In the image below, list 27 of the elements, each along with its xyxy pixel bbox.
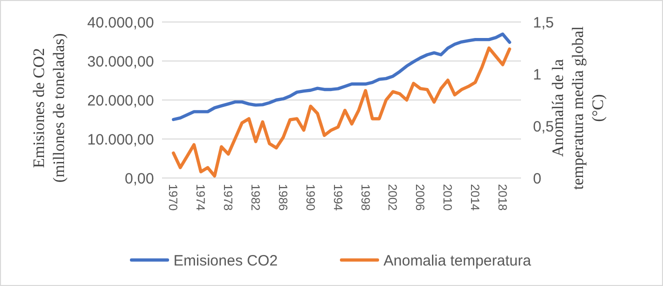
y2-tick-label: 1	[533, 66, 542, 84]
y2-tick-label: 1,5	[533, 14, 554, 32]
x-tick-label: 1970	[166, 184, 180, 212]
y-tick-label: 20.000,00	[87, 92, 154, 110]
x-tick-label: 1998	[358, 184, 372, 212]
x-tick-label: 1990	[303, 184, 318, 212]
y2-tick-label: 0	[533, 170, 542, 188]
x-tick-label: 1982	[248, 184, 263, 212]
line-series	[172, 32, 512, 122]
x-tick-label: 1994	[330, 184, 345, 212]
x-tick-label: 2014	[468, 184, 482, 212]
y-axis-title: Emisiones de CO2 (millones de toneladas)	[31, 33, 68, 183]
x-tick-label: 1978	[221, 184, 236, 212]
y-tick-label: 10.000,00	[87, 131, 154, 148]
x-tick-label: 2002	[386, 184, 400, 212]
line-series	[172, 46, 512, 178]
legend-label: Anomalia temperatura	[384, 252, 532, 270]
y2-tick-label: 0,5	[533, 118, 554, 136]
x-tick-label: 1986	[276, 184, 290, 212]
x-tick-label: 1974	[194, 184, 208, 212]
x-tick-label: 2006	[413, 184, 428, 212]
x-tick-label: 2010	[440, 184, 455, 212]
y-tick-label: 40.000,00	[87, 14, 154, 32]
y-tick-label: 0,00	[124, 170, 154, 188]
y-tick-label: 30.000,00	[87, 53, 154, 70]
legend-label: Emisiones CO2	[174, 252, 278, 270]
x-tick-label: 2018	[496, 184, 510, 212]
